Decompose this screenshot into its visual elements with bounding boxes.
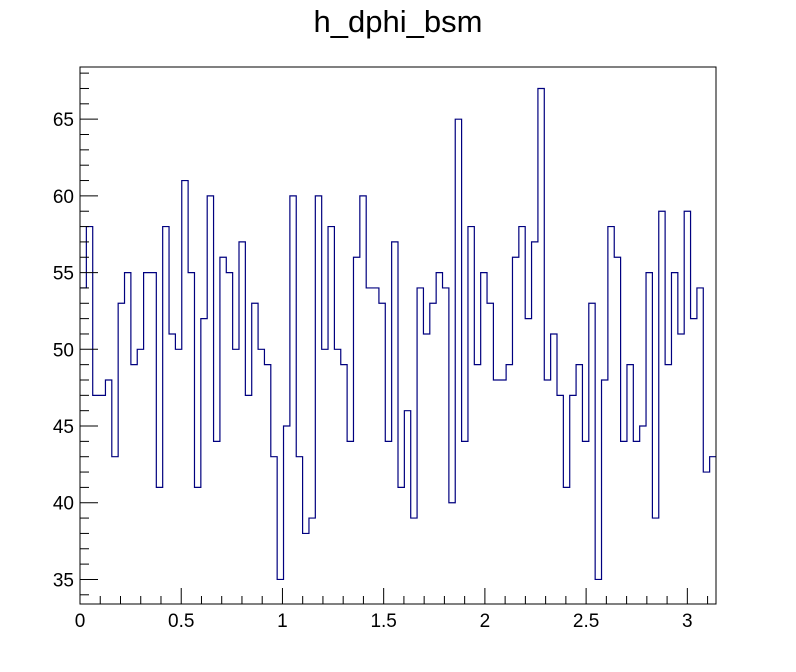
- histogram-series: [80, 87, 716, 581]
- y-tick-label: 60: [53, 187, 74, 208]
- x-tick-label: 1: [277, 611, 288, 632]
- plot-frame: [79, 66, 717, 605]
- x-tick-label: 0.5: [168, 611, 194, 632]
- y-tick-label: 65: [53, 110, 74, 131]
- y-tick-label: 40: [53, 494, 74, 515]
- x-tick-label: 1.5: [370, 611, 396, 632]
- y-tick-label: 35: [53, 570, 74, 591]
- chart-title: h_dphi_bsm: [314, 4, 483, 39]
- y-tick-label: 50: [53, 340, 74, 361]
- axis-ticks: 0 0.5 1 1.5 2 2.5 3 35 40 45 50 55 60 65: [53, 72, 709, 632]
- x-tick-label: 3: [682, 611, 693, 632]
- x-tick-label: 2: [480, 611, 491, 632]
- y-tick-label: 55: [53, 264, 74, 285]
- histogram-line: [80, 87, 716, 581]
- y-tick-label: 45: [53, 417, 74, 438]
- x-tick-label: 0: [75, 611, 86, 632]
- x-tick-label: 2.5: [573, 611, 599, 632]
